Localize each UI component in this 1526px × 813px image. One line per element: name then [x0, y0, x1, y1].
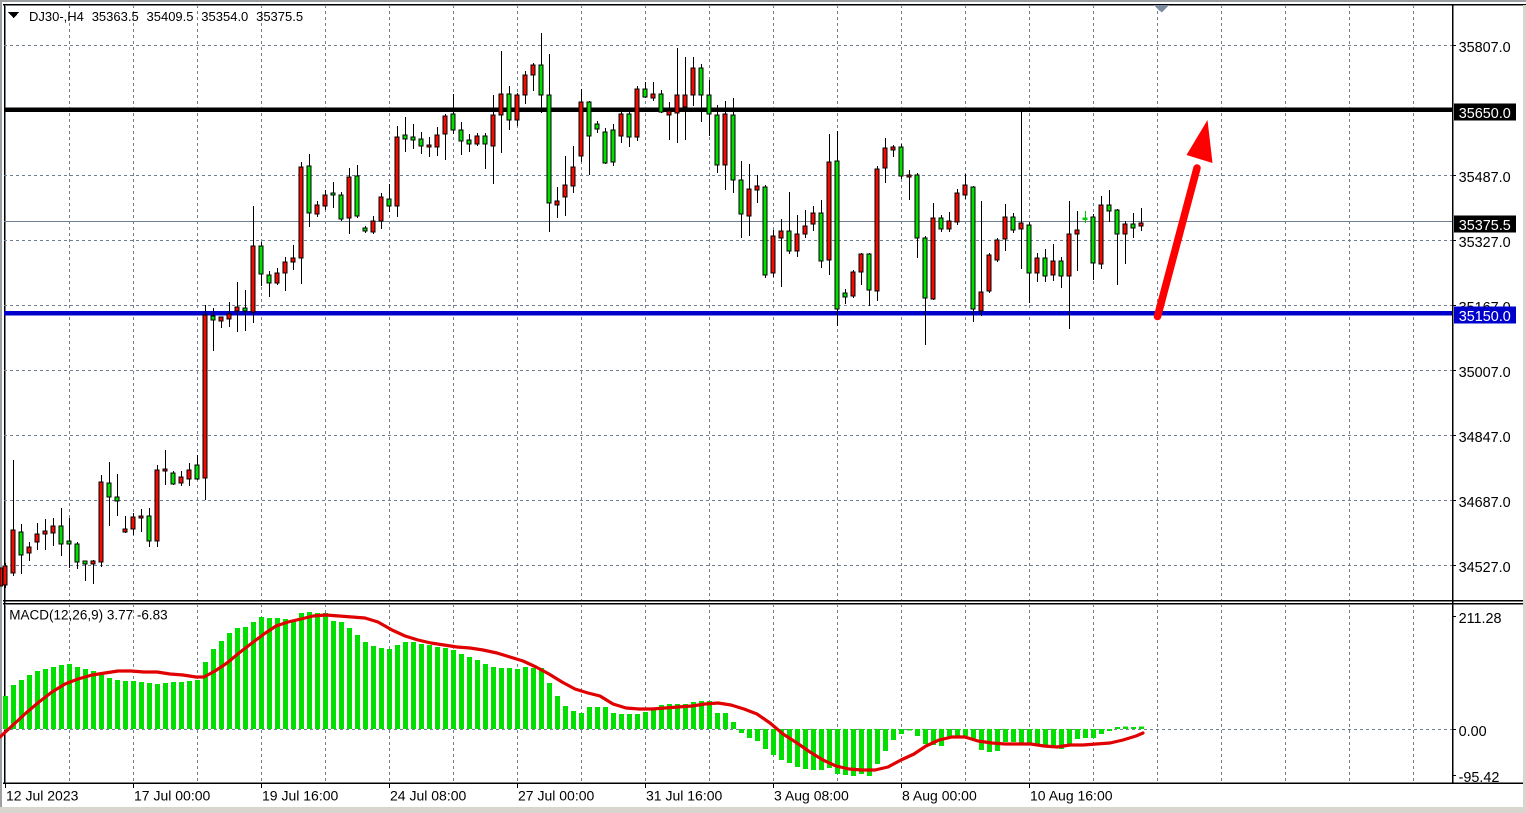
svg-text:35807.0: 35807.0: [1459, 40, 1511, 56]
svg-text:35150.0: 35150.0: [1459, 309, 1511, 325]
svg-text:35375.5: 35375.5: [256, 9, 303, 24]
svg-text:10 Aug 16:00: 10 Aug 16:00: [1030, 788, 1113, 804]
svg-text:211.28: 211.28: [1459, 611, 1502, 627]
svg-text:17 Jul 00:00: 17 Jul 00:00: [134, 788, 210, 804]
svg-text:MACD(12,26,9) 3.77 -6.83: MACD(12,26,9) 3.77 -6.83: [9, 608, 167, 623]
svg-text:35650.0: 35650.0: [1459, 106, 1511, 122]
svg-text:35375.5: 35375.5: [1459, 218, 1511, 234]
svg-text:27 Jul 00:00: 27 Jul 00:00: [518, 788, 594, 804]
svg-text:3 Aug 08:00: 3 Aug 08:00: [774, 788, 849, 804]
svg-text:DJ30-,H4: DJ30-,H4: [29, 9, 84, 24]
svg-text:19 Jul 16:00: 19 Jul 16:00: [262, 788, 338, 804]
svg-text:34847.0: 34847.0: [1459, 430, 1511, 446]
svg-text:35327.0: 35327.0: [1459, 235, 1511, 251]
svg-text:12 Jul 2023: 12 Jul 2023: [6, 788, 79, 804]
svg-text:35363.5: 35363.5: [92, 9, 139, 24]
svg-text:0.00: 0.00: [1459, 724, 1487, 740]
svg-text:8 Aug 00:00: 8 Aug 00:00: [902, 788, 977, 804]
svg-text:35487.0: 35487.0: [1459, 170, 1511, 186]
svg-text:35007.0: 35007.0: [1459, 365, 1511, 381]
svg-text:35354.0: 35354.0: [201, 9, 248, 24]
svg-text:34687.0: 34687.0: [1459, 495, 1511, 511]
svg-text:24 Jul 08:00: 24 Jul 08:00: [390, 788, 466, 804]
svg-text:35409.5: 35409.5: [147, 9, 194, 24]
svg-text:-95.42: -95.42: [1459, 770, 1500, 786]
svg-text:31 Jul 16:00: 31 Jul 16:00: [646, 788, 722, 804]
svg-text:34527.0: 34527.0: [1459, 560, 1511, 576]
